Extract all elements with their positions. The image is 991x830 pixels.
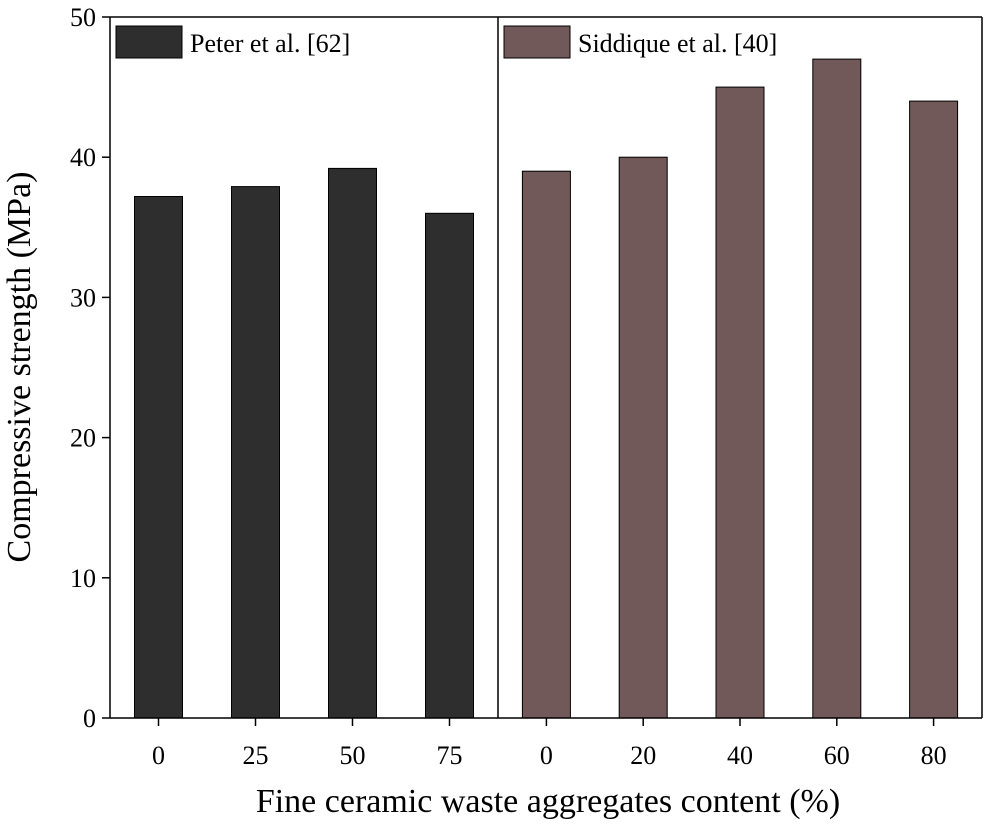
- bar-peter-0: [134, 196, 183, 719]
- bar-peter-50: [328, 167, 377, 719]
- bars-layer: [134, 58, 959, 719]
- legend-layer: Peter et al. [62] Siddique et al. [40]: [115, 25, 777, 59]
- bar-siddique-0: [521, 170, 571, 719]
- bar-peter-75: [425, 212, 474, 719]
- legend-swatch-peter: [115, 25, 183, 59]
- legend-label-peter: Peter et al. [62]: [190, 29, 350, 58]
- x-axis-label: Fine ceramic waste aggregates content (%…: [256, 783, 840, 820]
- x-tick-label: 20: [630, 741, 656, 770]
- bar-siddique-80: [909, 100, 959, 719]
- y-tick-label: 40: [70, 143, 96, 172]
- y-tick-label: 0: [83, 704, 96, 733]
- x-tick-label: 25: [243, 741, 269, 770]
- x-tick-label: 60: [824, 741, 850, 770]
- x-tick-label: 40: [727, 741, 753, 770]
- y-tick-label: 10: [70, 564, 96, 593]
- y-axis-label: Compressive strength (MPa): [1, 172, 38, 563]
- bar-siddique-40: [715, 86, 765, 719]
- x-tick-label: 0: [540, 741, 553, 770]
- bar-siddique-20: [618, 156, 668, 719]
- ticks-layer: 0 25 50 75 0 20 40 60 80 0 10 20 30 40 50: [70, 3, 947, 770]
- x-tick-label: 0: [152, 741, 165, 770]
- x-tick-label: 80: [921, 741, 947, 770]
- x-tick-label: 75: [437, 741, 463, 770]
- bar-siddique-60: [812, 58, 862, 719]
- bar-peter-25: [231, 186, 280, 719]
- x-tick-label: 50: [340, 741, 366, 770]
- y-tick-label: 50: [70, 3, 96, 32]
- legend-swatch-siddique: [503, 25, 571, 59]
- y-tick-label: 30: [70, 283, 96, 312]
- y-tick-label: 20: [70, 424, 96, 453]
- legend-label-siddique: Siddique et al. [40]: [578, 29, 777, 58]
